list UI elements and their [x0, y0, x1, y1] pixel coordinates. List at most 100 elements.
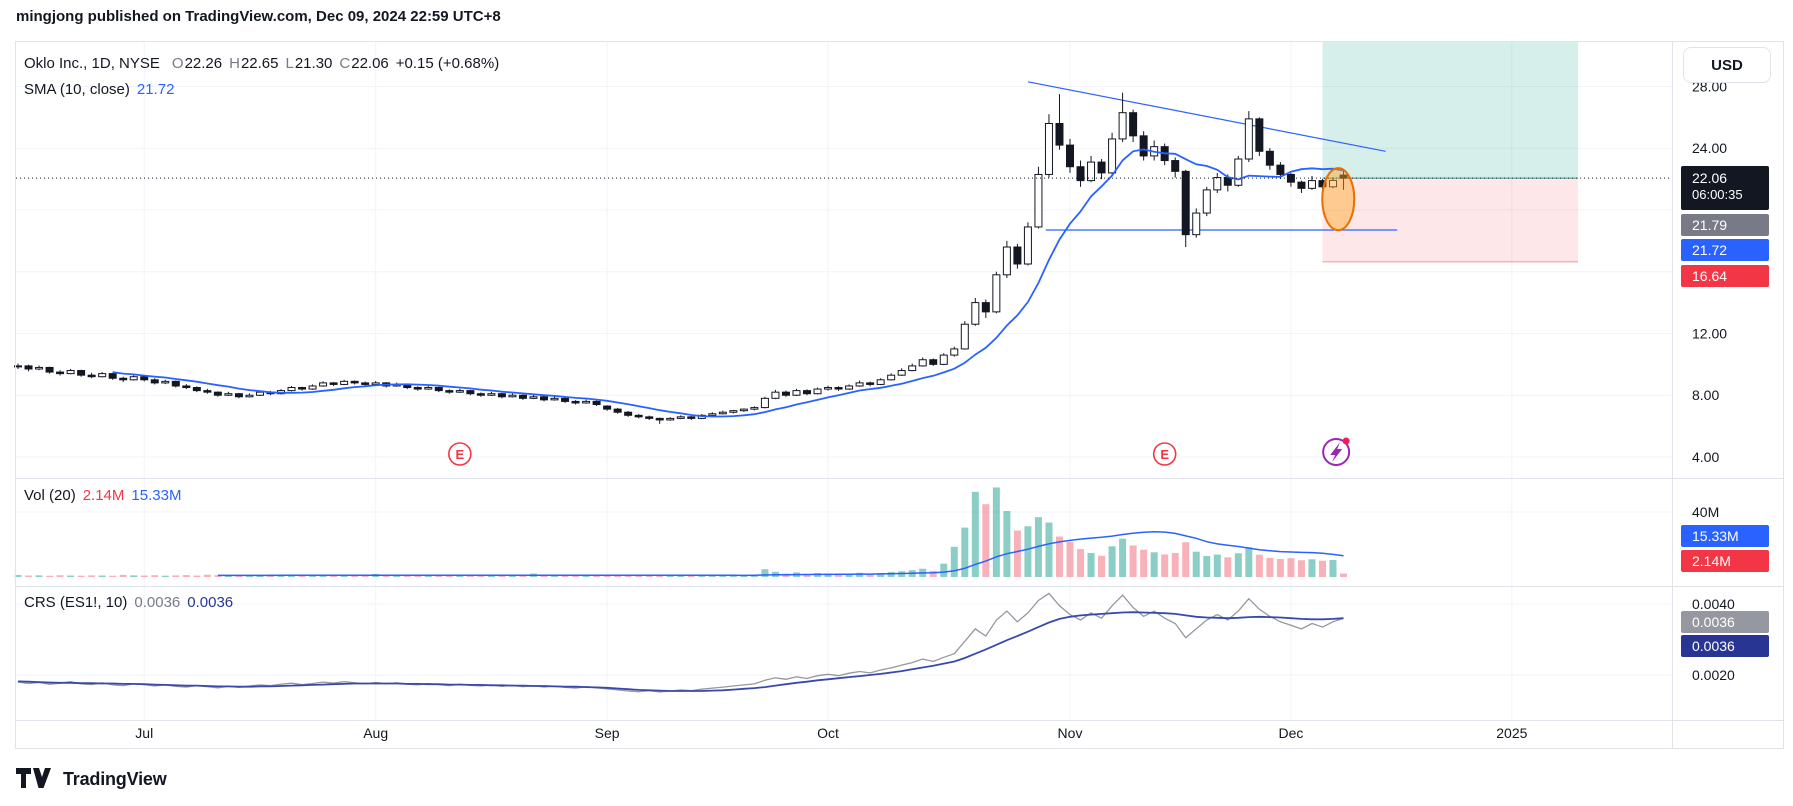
crs-ma-value: 0.0036	[187, 594, 234, 611]
crs-axis-label: 0.0020	[1692, 667, 1735, 683]
time-axis-label: 2025	[1496, 725, 1527, 741]
volume-bar	[1340, 573, 1348, 577]
last-price-value: 22.06	[1692, 170, 1728, 186]
volume-bar	[1213, 554, 1221, 577]
volume-bar	[35, 575, 43, 577]
volume-bar	[25, 575, 33, 577]
loss-zone-box[interactable]	[1322, 178, 1579, 262]
candle	[760, 397, 769, 409]
volume-bar	[1129, 545, 1137, 577]
high-value: 22.65	[240, 55, 279, 72]
lightning-bolt	[1330, 442, 1343, 462]
tradingview-attribution[interactable]: TradingView	[16, 768, 167, 790]
volume-bar	[761, 569, 769, 577]
volume-bar	[309, 575, 317, 577]
close-label: C	[339, 55, 351, 72]
volume-bar	[1182, 542, 1190, 577]
volume-bar	[361, 575, 369, 577]
volume-bar	[877, 573, 885, 577]
sma-price-badge: 21.72	[1681, 239, 1769, 261]
currency-button[interactable]: USD	[1683, 47, 1771, 83]
candle	[171, 380, 180, 387]
earnings-icon[interactable]	[448, 442, 472, 466]
volume-bar	[456, 575, 464, 577]
candle	[1139, 135, 1148, 157]
volume-bar	[719, 575, 727, 577]
low-label: L	[285, 55, 294, 72]
earnings-icon[interactable]	[1152, 442, 1177, 466]
sma-label: SMA (10, close)	[24, 81, 130, 98]
candle	[1307, 180, 1316, 189]
candle	[203, 390, 212, 393]
volume-bar	[1045, 522, 1053, 577]
candle	[1255, 118, 1264, 152]
volume-bar	[119, 574, 127, 577]
candle	[887, 374, 896, 381]
candle	[1265, 150, 1274, 166]
volume-bar	[340, 575, 348, 577]
sma-legend-row[interactable]: SMA (10, close) 21.72	[24, 81, 174, 98]
volume-bar	[824, 573, 832, 577]
ohlc-open: O22.26	[172, 55, 222, 72]
candle	[182, 385, 191, 389]
volume-bar	[140, 575, 148, 577]
highlight-ellipse[interactable]	[1321, 167, 1356, 232]
symbol-title: Oklo Inc., 1D, NYSE	[24, 55, 160, 72]
volume-bar	[1003, 511, 1011, 577]
volume-bar	[67, 575, 75, 577]
candle	[413, 387, 422, 390]
candle	[56, 371, 65, 375]
volume-bar	[971, 491, 979, 577]
volume-bar	[940, 563, 948, 577]
volume-bar	[961, 527, 969, 577]
volume-bar	[687, 575, 695, 577]
earnings-icon-label: E	[1160, 447, 1169, 462]
descending-trendline[interactable]	[1027, 81, 1386, 152]
crs-ma-badge: 0.0036	[1681, 635, 1769, 657]
volume-bar	[845, 573, 853, 577]
candle	[1087, 161, 1096, 182]
volume-bar	[393, 575, 401, 577]
crs-label: CRS (ES1!, 10)	[24, 594, 128, 611]
volume-bar	[330, 575, 338, 577]
volume-bar	[1266, 557, 1274, 577]
candle	[1097, 161, 1106, 174]
volume-legend-row[interactable]: Vol (20) 2.14M 15.33M	[24, 487, 181, 504]
profit-zone-box[interactable]	[1322, 41, 1579, 179]
notification-dot	[1342, 437, 1350, 445]
candle	[434, 387, 443, 392]
candle	[255, 391, 264, 396]
candle	[161, 380, 170, 384]
ohlc-close: C22.06	[339, 55, 388, 72]
volume-bar	[298, 575, 306, 577]
candle	[750, 407, 759, 410]
volume-bar	[992, 487, 1000, 577]
sma-value: 21.72	[136, 81, 175, 98]
time-axis-label: Sep	[595, 725, 620, 741]
candle	[561, 397, 570, 402]
candle	[1202, 189, 1211, 214]
earnings-icon-label: E	[456, 447, 465, 462]
candle	[1276, 164, 1285, 175]
sma-line	[112, 148, 1344, 418]
volume-ma-value: 15.33M	[131, 487, 182, 504]
candle	[98, 373, 107, 378]
volume-bar	[445, 575, 453, 577]
price-axis-label: 12.00	[1692, 325, 1727, 341]
crs-legend-row[interactable]: CRS (ES1!, 10) 0.0036 0.0036	[24, 594, 233, 611]
volume-current-value: 2.14M	[82, 487, 125, 504]
volume-ma-badge: 15.33M	[1681, 525, 1769, 547]
candle	[803, 390, 811, 395]
volume-bar	[1150, 552, 1158, 577]
volume-bar	[424, 575, 432, 577]
volume-bar	[1318, 560, 1326, 577]
volume-bar	[224, 575, 232, 577]
candle	[287, 387, 296, 392]
candle	[718, 411, 727, 415]
candle	[361, 382, 370, 385]
candle	[613, 408, 622, 413]
candle	[87, 374, 96, 378]
symbol-legend-row[interactable]: Oklo Inc., 1D, NYSE O22.26 H22.65 L21.30…	[24, 55, 499, 72]
candle	[424, 387, 433, 390]
